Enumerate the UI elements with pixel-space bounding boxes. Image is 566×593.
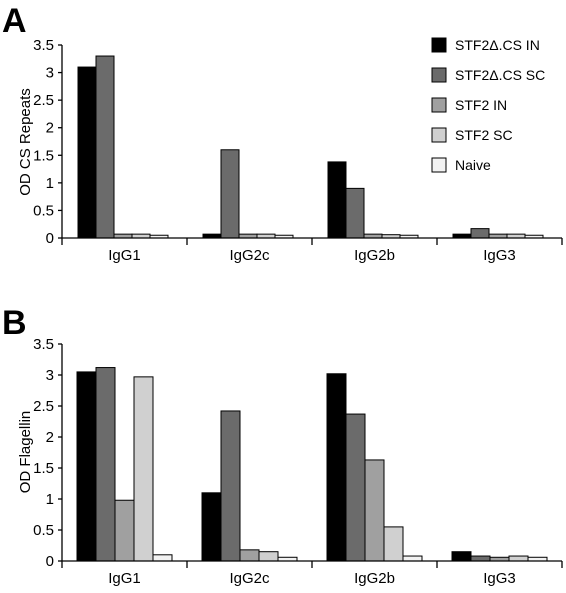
y-tick-label: 2 [46, 120, 54, 137]
legend-swatch-stf2-sc [431, 127, 447, 143]
x-tick-label-igg1: IgG1 [108, 570, 141, 587]
bar-igg2b-stf2-cs-in [327, 161, 347, 239]
y-tick-label: 3 [46, 65, 54, 82]
chart-a: 0 0.5 1 1.5 2 2.5 3 3.5 IgG1 IgG2c IgG2b IgG3 [33, 37, 563, 264]
y-axis-title-b: OD Flagellin [17, 411, 34, 494]
bar-igg1-stf2-sc [133, 376, 154, 562]
legend-swatch-stf2-cs-sc [431, 67, 447, 83]
x-tick-label-igg1: IgG1 [108, 247, 141, 264]
x-tick-label-igg3: IgG3 [483, 247, 516, 264]
bar-igg2b-stf2-cs-in [326, 373, 347, 562]
legend-label-stf2-in: STF2 IN [455, 97, 507, 113]
bar-igg2c-stf2-cs-in [201, 492, 222, 562]
bar-igg3-stf2-sc [508, 555, 529, 562]
y-tick-label: 2.5 [33, 398, 54, 415]
y-axis-title-a: OD CS Repeats [17, 88, 34, 196]
legend-label-naive: Naive [455, 157, 491, 173]
y-tick-label: 2 [46, 429, 54, 446]
chart-b: 0 0.5 1 1.5 2 2.5 3 3.5 IgG1 IgG2c IgG2b IgG3 [33, 336, 563, 587]
bar-igg3-stf2-cs-sc [470, 228, 490, 239]
bar-igg1-stf2-cs-in [76, 371, 97, 562]
legend-label-stf2-cs-sc: STF2Δ.CS SC [455, 67, 545, 83]
bar-igg2c-stf2-cs-sc [220, 149, 240, 239]
y-tick-label: 0.5 [33, 202, 54, 219]
legend-swatch-stf2-cs-in [431, 37, 447, 53]
y-tick-label: 0 [46, 553, 54, 570]
x-tick-label-igg2b: IgG2b [354, 247, 395, 264]
y-tick-label: 3.5 [33, 37, 54, 54]
bar-igg2c-stf2-cs-sc [220, 410, 241, 562]
y-tick-label: 0 [46, 230, 54, 247]
legend-label-stf2-sc: STF2 SC [455, 127, 513, 143]
bar-igg3-stf2-cs-in [451, 551, 472, 562]
bar-igg3-stf2-cs-sc [470, 555, 491, 562]
bar-igg1-stf2-in [114, 499, 135, 562]
panel-letter-a: A [2, 2, 27, 40]
y-tick-label: 1.5 [33, 460, 54, 477]
legend-swatch-naive [431, 157, 447, 173]
bar-igg1-stf2-cs-sc [95, 55, 115, 239]
bar-igg2c-stf2-in [239, 549, 260, 562]
y-tick-label: 3 [46, 367, 54, 384]
bar-igg2c-stf2-sc [258, 551, 279, 562]
y-tick-label: 1 [46, 491, 54, 508]
bar-igg1-stf2-cs-sc [95, 367, 116, 562]
x-tick-label-igg2c: IgG2c [229, 247, 270, 264]
panel-a: A OD CS Repeats 0 0.5 1 1.5 2 2.5 3 3.5 IgG1 IgG2… [2, 2, 563, 264]
bar-igg2b-stf2-cs-sc [345, 187, 365, 239]
legend-label-stf2-cs-in: STF2Δ.CS IN [455, 37, 540, 53]
y-tick-label: 1.5 [33, 147, 54, 164]
bar-igg1-naive [152, 554, 173, 562]
panel-b: B OD Flagellin 0 0.5 1 1.5 2 2.5 3 3.5 IgG1 IgG2c… [2, 304, 563, 587]
x-tick-label-igg2c: IgG2c [229, 570, 270, 587]
legend-swatch-stf2-in [431, 97, 447, 113]
bar-igg2b-stf2-in [364, 459, 385, 562]
bar-igg2b-stf2-sc [383, 526, 404, 562]
y-tick-label: 2.5 [33, 92, 54, 109]
x-tick-label-igg2b: IgG2b [354, 570, 395, 587]
y-tick-label: 0.5 [33, 522, 54, 539]
y-tick-label: 3.5 [33, 336, 54, 353]
x-tick-label-igg3: IgG3 [483, 570, 516, 587]
bar-igg2b-naive [402, 555, 423, 562]
legend-a: STF2Δ.CS IN STF2Δ.CS SC STF2 IN STF2 SC Naiv… [431, 37, 545, 173]
bar-igg1-stf2-cs-in [77, 66, 97, 239]
bar-igg2b-stf2-cs-sc [345, 413, 366, 562]
panel-letter-b: B [2, 304, 27, 342]
y-tick-label: 1 [46, 175, 54, 192]
